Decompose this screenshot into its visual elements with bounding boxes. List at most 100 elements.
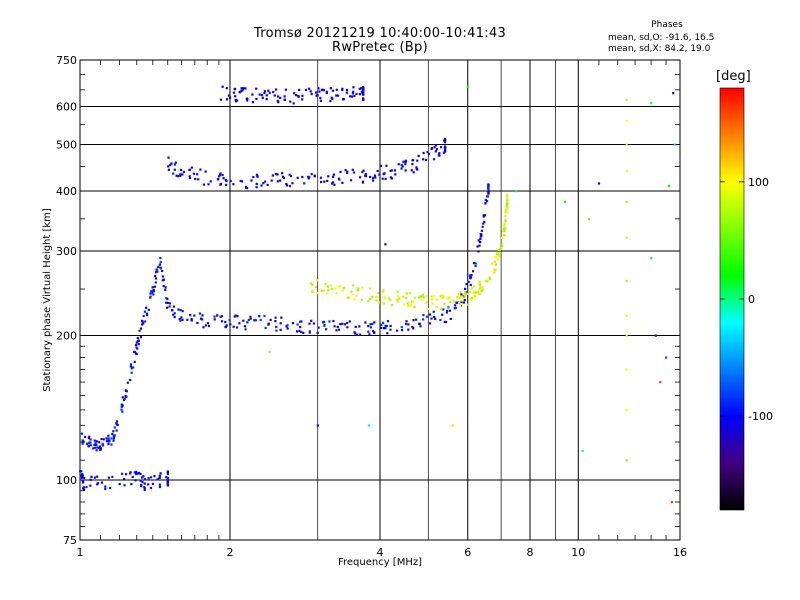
data-point <box>344 169 347 172</box>
data-point <box>213 315 216 318</box>
data-point <box>672 92 675 95</box>
data-point <box>93 476 96 479</box>
data-point <box>470 287 473 290</box>
data-point <box>443 148 447 151</box>
data-point <box>111 475 114 478</box>
data-point <box>99 448 102 451</box>
data-point <box>494 268 497 271</box>
data-point <box>434 317 437 321</box>
data-point <box>158 485 162 489</box>
data-point <box>345 321 349 325</box>
data-point <box>413 305 416 308</box>
data-point <box>134 471 138 475</box>
data-point <box>463 287 467 290</box>
x-tick-label: 1 <box>77 546 84 559</box>
data-point <box>350 290 353 293</box>
data-point <box>85 485 88 489</box>
data-point <box>177 308 180 311</box>
data-point <box>285 182 288 186</box>
data-point <box>464 291 467 294</box>
data-point <box>324 328 328 331</box>
data-point <box>315 94 318 97</box>
data-point <box>140 319 144 322</box>
data-point <box>292 102 295 105</box>
data-point <box>396 290 399 294</box>
data-point <box>367 325 370 328</box>
data-point <box>515 190 518 193</box>
data-point <box>327 289 330 292</box>
data-point <box>80 476 83 479</box>
data-point <box>176 175 180 178</box>
data-point <box>667 184 671 188</box>
data-point <box>168 305 171 308</box>
data-point <box>364 321 367 324</box>
data-point <box>313 175 316 178</box>
data-point <box>140 476 144 479</box>
data-point <box>311 289 314 293</box>
data-point <box>219 98 223 101</box>
data-point <box>411 163 414 166</box>
data-point <box>317 87 320 90</box>
data-point <box>504 210 507 213</box>
data-point <box>487 183 490 186</box>
data-point <box>470 299 473 302</box>
data-point <box>389 169 392 172</box>
data-point <box>457 301 461 304</box>
data-point <box>420 298 423 301</box>
data-point <box>478 280 481 284</box>
data-point <box>167 156 170 159</box>
data-point <box>433 146 436 149</box>
data-point <box>199 317 203 320</box>
data-point <box>259 318 262 322</box>
data-point <box>286 327 289 330</box>
data-point <box>274 316 277 319</box>
data-point <box>303 182 306 185</box>
data-point <box>501 230 504 233</box>
data-point <box>469 277 472 280</box>
data-point <box>102 444 105 447</box>
data-point <box>494 263 497 266</box>
data-point <box>336 94 340 97</box>
data-point <box>337 328 341 331</box>
data-point <box>158 483 162 486</box>
y-axis: 75 100 200 300 400 500 600 750 <box>56 54 680 547</box>
data-point <box>495 253 498 256</box>
data-point <box>130 371 133 374</box>
data-point <box>129 378 132 382</box>
data-point <box>328 320 331 323</box>
data-point <box>432 310 435 313</box>
x-tick-label: 10 <box>571 546 585 559</box>
data-point <box>273 94 276 97</box>
data-point <box>468 274 471 277</box>
data-point <box>470 273 473 277</box>
data-point <box>167 168 170 171</box>
data-point <box>354 332 357 335</box>
data-point <box>279 328 282 332</box>
data-point <box>504 214 507 217</box>
y-tick-label: 600 <box>56 101 77 114</box>
data-point <box>271 174 275 177</box>
data-point <box>349 179 353 182</box>
data-point <box>89 441 92 444</box>
data-point <box>209 180 212 183</box>
data-point <box>379 164 383 168</box>
data-point <box>296 176 299 179</box>
data-point <box>375 295 378 298</box>
grid-lines <box>80 60 680 540</box>
data-point <box>167 165 170 168</box>
data-point <box>113 434 116 437</box>
data-point <box>243 325 247 328</box>
data-point <box>347 296 350 299</box>
data-point <box>462 301 465 304</box>
data-point <box>336 325 339 329</box>
data-point <box>204 324 207 327</box>
data-point <box>625 279 628 283</box>
data-point <box>364 175 368 178</box>
data-point <box>80 432 84 435</box>
data-point <box>475 291 478 294</box>
data-point <box>270 179 273 182</box>
data-point <box>93 439 96 442</box>
data-point <box>153 285 157 288</box>
data-point <box>430 147 433 150</box>
